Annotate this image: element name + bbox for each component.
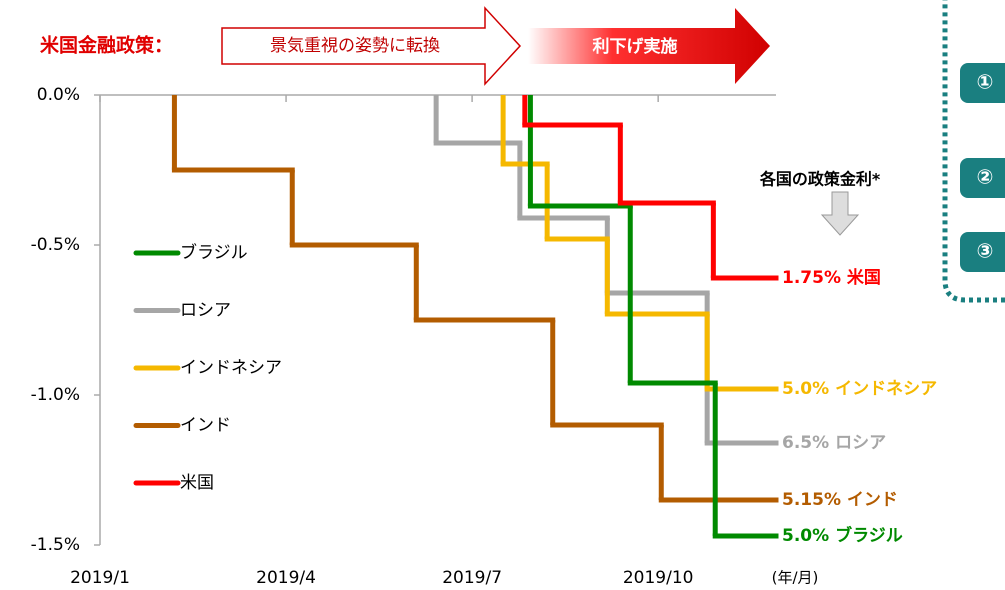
y-tick-label: -1.0% [31, 385, 80, 405]
legend-label: インド [180, 416, 231, 436]
legend-label: インドネシア [180, 358, 282, 378]
end-label: 1.75% 米国 [782, 267, 881, 288]
phase-label: 利下げ実施 [593, 36, 678, 57]
y-tick-label: 0.0% [37, 85, 80, 105]
side-badge [960, 232, 1005, 272]
side-box [942, 0, 1005, 303]
legend-label: ロシア [180, 301, 231, 321]
down-arrow [820, 191, 860, 236]
x-tick-label: 2019/4 [256, 568, 316, 588]
x-tick-label: 2019/1 [70, 568, 130, 588]
side-badge [960, 63, 1005, 103]
phase-arrow [221, 6, 522, 86]
end-label: 5.0% インドネシア [782, 379, 937, 399]
side-label: ③ [977, 239, 994, 263]
policy-label: 米国金融政策： [40, 34, 173, 57]
legend-label: 米国 [180, 473, 214, 493]
side-label: ① [977, 70, 994, 94]
side-badge [960, 158, 1005, 198]
x-tick-label: 2019/10 [623, 568, 694, 588]
end-label: 5.0% ブラジル [782, 525, 903, 546]
phase-label: 景気重視の姿勢に転換 [270, 36, 440, 56]
rate-note: 各国の政策金利* [759, 170, 881, 189]
side-label: ② [977, 165, 994, 189]
x-unit: (年/月) [772, 569, 819, 587]
y-tick-label: -0.5% [31, 235, 80, 255]
end-label: 5.15% インド [782, 490, 898, 510]
side-group: ① ② ③ [960, 63, 1005, 272]
y-tick-label: -1.5% [31, 535, 80, 555]
phase-arrow [528, 8, 770, 84]
end-label: 6.5% ロシア [782, 433, 886, 453]
x-tick-label: 2019/7 [442, 568, 502, 588]
legend-label: ブラジル [180, 242, 248, 263]
